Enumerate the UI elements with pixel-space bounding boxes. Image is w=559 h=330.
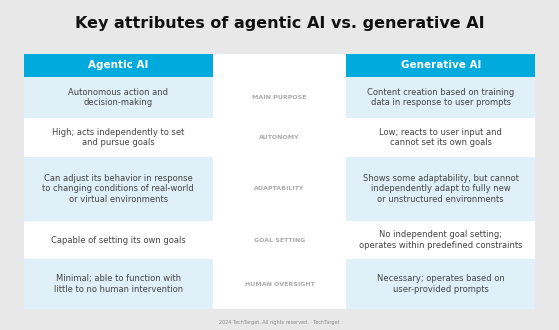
Text: Autonomous action and
decision-making: Autonomous action and decision-making	[68, 88, 168, 107]
FancyBboxPatch shape	[23, 54, 536, 309]
Text: Low; reacts to user input and
cannot set its own goals: Low; reacts to user input and cannot set…	[379, 128, 502, 147]
Text: Shows some adaptability, but cannot
independently adapt to fully new
or unstruct: Shows some adaptability, but cannot inde…	[363, 174, 519, 204]
Text: GOAL SETTING: GOAL SETTING	[254, 238, 305, 243]
FancyBboxPatch shape	[23, 118, 213, 157]
FancyBboxPatch shape	[23, 221, 213, 259]
Text: Can adjust its behavior in response
to changing conditions of real-world
or virt: Can adjust its behavior in response to c…	[42, 174, 194, 204]
Text: Content creation based on training
data in response to user prompts: Content creation based on training data …	[367, 88, 514, 107]
FancyBboxPatch shape	[346, 221, 536, 259]
Text: High; acts independently to set
and pursue goals: High; acts independently to set and purs…	[52, 128, 184, 147]
Text: Necessary; operates based on
user-provided prompts: Necessary; operates based on user-provid…	[377, 275, 505, 294]
Text: MAIN PURPOSE: MAIN PURPOSE	[252, 95, 307, 100]
FancyBboxPatch shape	[346, 77, 536, 118]
Text: No independent goal setting;
operates within predefined constraints: No independent goal setting; operates wi…	[359, 230, 523, 250]
Text: 2024 TechTarget. All rights reserved.   TechTarget: 2024 TechTarget. All rights reserved. Te…	[219, 320, 340, 325]
FancyBboxPatch shape	[23, 77, 213, 118]
Text: Capable of setting its own goals: Capable of setting its own goals	[51, 236, 186, 245]
Text: Generative AI: Generative AI	[400, 60, 481, 70]
Text: AUTONOMY: AUTONOMY	[259, 135, 300, 140]
Text: ADAPTABILITY: ADAPTABILITY	[254, 186, 305, 191]
Text: Minimal; able to function with
little to no human intervention: Minimal; able to function with little to…	[54, 275, 183, 294]
Text: Agentic AI: Agentic AI	[88, 60, 149, 70]
FancyBboxPatch shape	[346, 157, 536, 221]
FancyBboxPatch shape	[23, 157, 213, 221]
FancyBboxPatch shape	[346, 259, 536, 309]
FancyBboxPatch shape	[346, 118, 536, 157]
FancyBboxPatch shape	[346, 54, 536, 77]
Text: HUMAN OVERSIGHT: HUMAN OVERSIGHT	[245, 281, 314, 287]
FancyBboxPatch shape	[23, 259, 213, 309]
Text: Key attributes of agentic AI vs. generative AI: Key attributes of agentic AI vs. generat…	[75, 16, 484, 31]
FancyBboxPatch shape	[23, 54, 213, 77]
